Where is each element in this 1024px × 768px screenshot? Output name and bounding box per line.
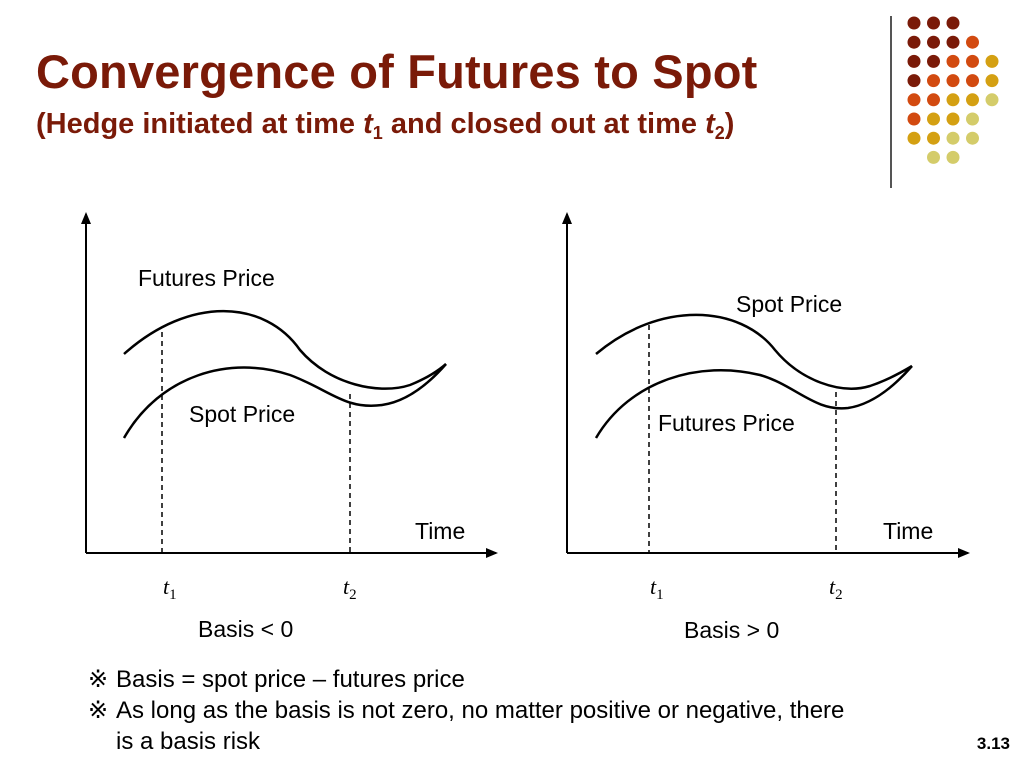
decorative-dot [966,54,979,68]
decorative-dot [927,150,940,164]
left-t2-label: t2 [343,574,357,603]
decorative-dot [966,112,979,126]
decorative-dot [946,112,960,126]
left-basis-label: Basis < 0 [198,616,293,642]
subtitle-t2-var: t [705,108,715,140]
note-basis-definition: ※ Basis = spot price – futures price [88,664,908,695]
slide-title: Convergence of Futures to Spot [36,45,758,98]
decorative-dot [985,93,999,107]
right-upper-curve [595,313,913,390]
note-text: Basis = spot price – futures price [116,666,465,693]
right-lower-label: Futures Price [658,410,795,436]
decorative-dot [966,131,979,145]
slide-number: 3.13 [976,734,1010,753]
title-divider [890,16,892,188]
decorative-dot [927,54,940,68]
decorative-dot [946,35,960,49]
decorative-dot [907,93,921,107]
decorative-dot [966,74,979,88]
subtitle-t2-sub: 2 [714,123,725,143]
decorative-dot [985,54,999,68]
note-mark: ※ [88,697,109,724]
left-diagram: Futures Price Spot Price Time t1 t2 Basi… [81,212,498,642]
decorative-dot [946,54,960,68]
note-basis-risk: ※ As long as the basis is not zero, no m… [88,695,908,726]
note-mark: ※ [88,666,109,693]
decorative-dot [907,131,921,145]
decorative-dot [946,16,960,30]
decorative-dot [927,74,940,88]
right-t1-var: t [650,574,657,599]
left-upper-curve [123,310,447,390]
decorative-dot [907,74,921,88]
right-diagram: Spot Price Futures Price Time t1 t2 Basi… [562,212,970,643]
right-upper-label: Spot Price [736,291,842,317]
subtitle-middle: and closed out at time [382,108,706,140]
left-t2-var: t [343,574,350,599]
left-lower-curve [122,363,447,439]
decorative-dot [966,93,979,107]
right-t2-var: t [829,574,836,599]
decorative-dot [907,54,921,68]
decorative-dot [927,16,940,30]
subtitle-suffix: ) [724,108,735,140]
decorative-dot [927,112,940,126]
subtitle-prefix: (Hedge initiated at time [36,108,364,140]
note-basis-risk-continued: is a basis risk [88,726,908,757]
left-t1-sub: 1 [169,587,177,603]
right-basis-label: Basis > 0 [684,617,779,643]
decorative-dot [907,16,921,30]
decorative-dot [927,35,940,49]
left-lower-label: Spot Price [189,401,295,427]
note-text: As long as the basis is not zero, no mat… [116,697,845,724]
right-lower-curve [594,365,913,439]
right-t2-sub: 2 [835,587,843,603]
decorative-dot [946,74,960,88]
left-t1-var: t [163,574,170,599]
subtitle-t1-var: t [363,108,373,140]
decorative-dot [946,131,960,145]
decorative-dot [946,150,960,164]
right-t1-sub: 1 [656,587,664,603]
decorative-dot [927,131,940,145]
decorative-dot [985,74,999,88]
right-time-label: Time [883,518,933,544]
decorative-dot [946,93,960,107]
notes: ※ Basis = spot price – futures price ※ A… [88,664,908,757]
decorative-dot [907,35,921,49]
decorative-dot [907,112,921,126]
decorative-dot [966,35,979,49]
note-text: is a basis risk [116,728,261,755]
left-upper-label: Futures Price [138,265,275,291]
decorative-dot [927,93,940,107]
slide-subtitle: (Hedge initiated at time t1 and closed o… [36,108,734,144]
decorative-dot-grid [907,16,999,164]
left-t1-label: t1 [163,574,177,603]
left-time-label: Time [415,518,465,544]
right-t1-label: t1 [650,574,664,603]
subtitle-t1-sub: 1 [372,123,383,143]
left-t2-sub: 2 [349,587,357,603]
right-t2-label: t2 [829,574,843,603]
